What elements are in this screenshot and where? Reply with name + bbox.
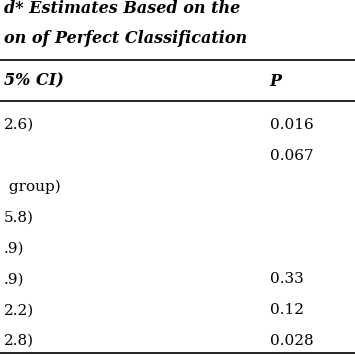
Text: group): group) xyxy=(4,180,60,194)
Text: .9): .9) xyxy=(4,241,24,255)
Text: P: P xyxy=(270,73,282,90)
Text: d* Estimates Based on the: d* Estimates Based on the xyxy=(4,0,240,17)
Text: 0.33: 0.33 xyxy=(270,272,304,286)
Text: 2.6): 2.6) xyxy=(4,118,34,132)
Text: 5% CI): 5% CI) xyxy=(4,73,64,90)
Text: 2.2): 2.2) xyxy=(4,303,34,317)
Text: on of Perfect Classification: on of Perfect Classification xyxy=(4,30,247,47)
Text: 2.8): 2.8) xyxy=(4,334,34,348)
Text: .9): .9) xyxy=(4,272,24,286)
Text: 0.028: 0.028 xyxy=(270,334,313,348)
Text: 0.067: 0.067 xyxy=(270,149,313,163)
Text: 5.8): 5.8) xyxy=(4,211,34,224)
Text: 0.12: 0.12 xyxy=(270,303,304,317)
Text: 0.016: 0.016 xyxy=(270,118,313,132)
